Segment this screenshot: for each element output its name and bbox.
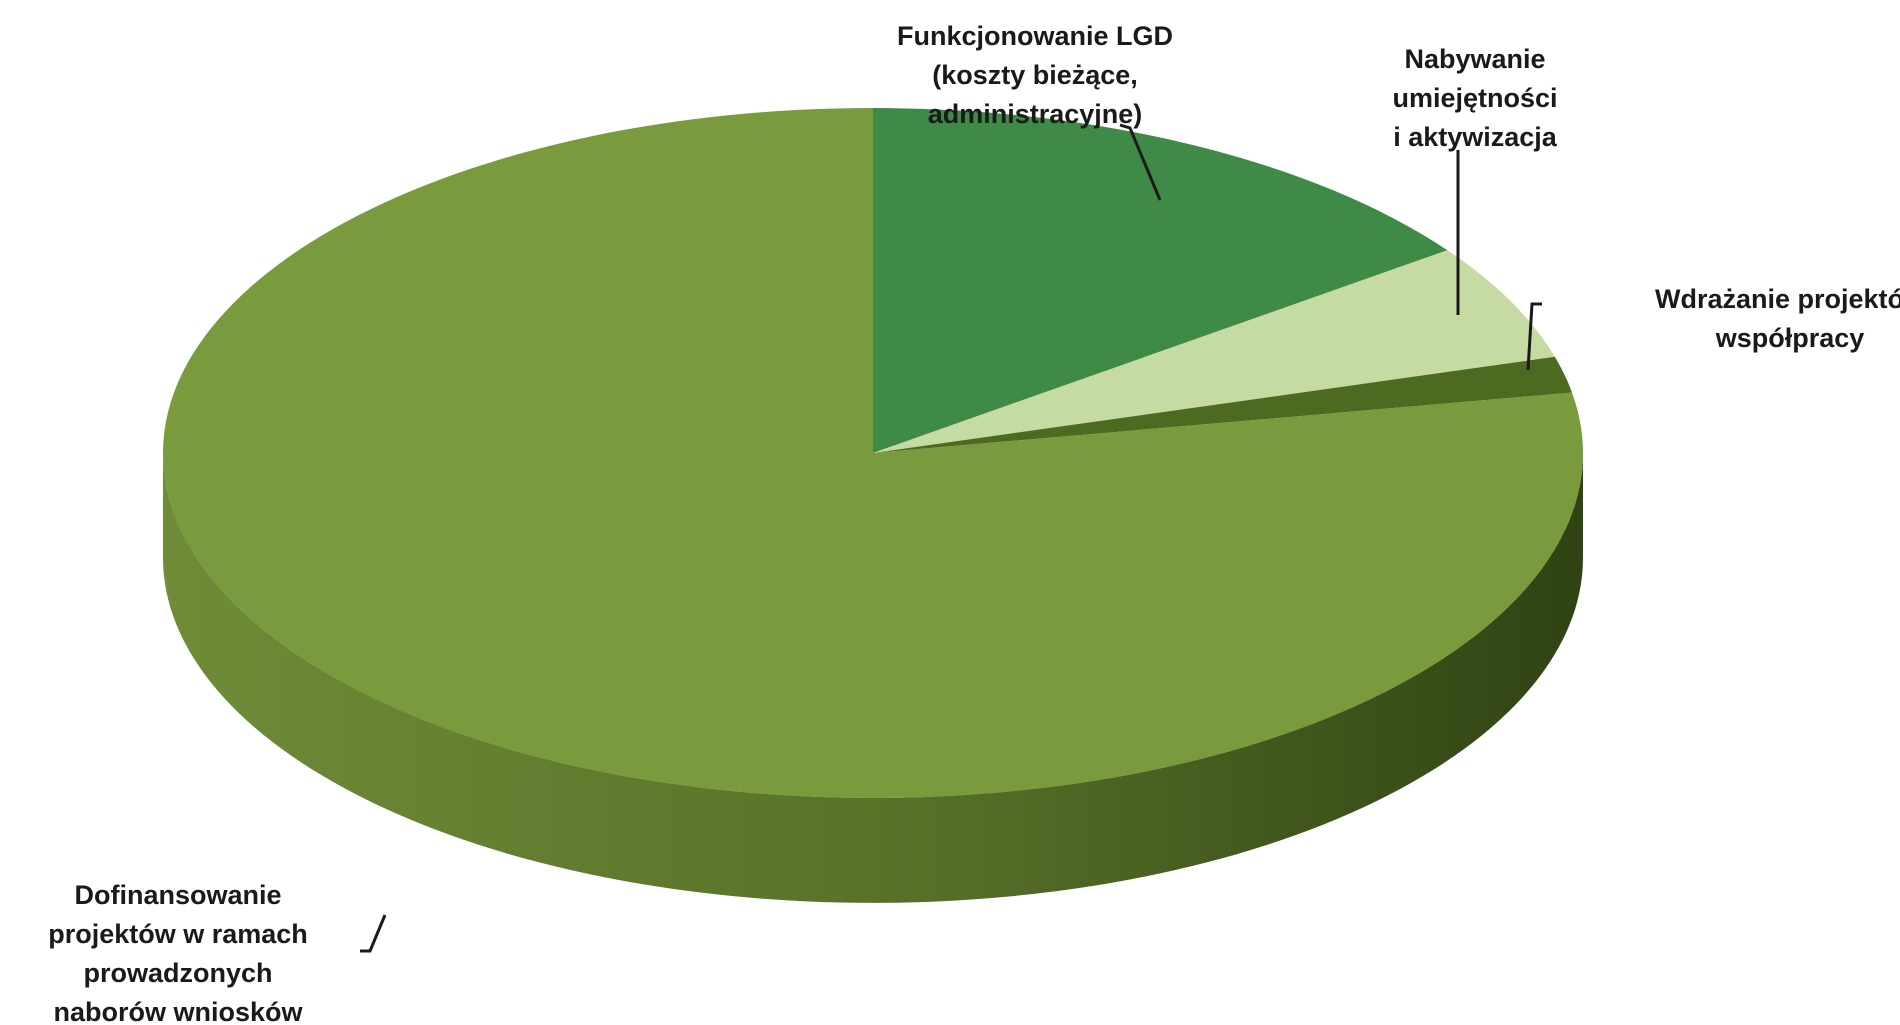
slice-label-line: Funkcjonowanie LGD [897,21,1173,51]
slice-label-line: i aktywizacja [1393,122,1558,152]
slice-label-line: naborów wniosków [53,997,303,1025]
pie-side-wall-surface [163,453,1583,903]
leader-line [360,914,387,953]
pie-slice-2 [873,250,1555,453]
slice-label-1: Funkcjonowanie LGD (koszty bieżące, admini… [897,21,1173,201]
slice-label-line: administracyjne) [928,99,1143,129]
slice-label-line: projektów w ramach [48,919,308,949]
slice-label-3: Wdrażanie projektów współpracy [1526,284,1900,371]
slice-label-line: umiejętności [1392,83,1557,113]
slice-label-line: Dofinansowanie [74,880,281,910]
slice-label-line: (koszty bieżące, [932,60,1138,90]
pie-slice-4 [162,108,1583,798]
leader-line [1526,302,1542,371]
pie-slices [162,108,1583,798]
slice-label-2: Nabywanie umiejętności i aktywizacja [1392,44,1558,315]
pie-side-wall [163,453,1583,903]
slice-label-line: współpracy [1715,323,1865,353]
slice-label-line: Wdrażanie projektów [1655,284,1900,314]
slice-labels: Funkcjonowanie LGD (koszty bieżące, admini… [48,21,1900,1025]
slice-label-4: Dofinansowanie projektów w ramach prowadzo… [48,880,387,1025]
slice-label-line: prowadzonych [83,958,272,988]
pie-slice-3 [873,356,1573,453]
leader-line [1119,123,1162,201]
pie-slice-1 [873,108,1448,453]
slice-label-line: Nabywanie [1404,44,1545,74]
